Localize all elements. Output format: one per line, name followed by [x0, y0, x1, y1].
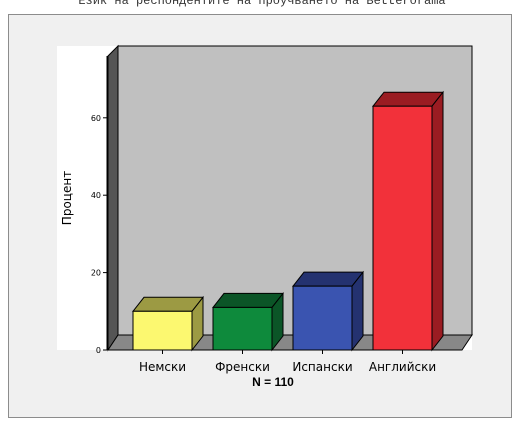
bar-front-face — [132, 310, 193, 351]
bar-top-face — [131, 296, 205, 312]
bar-front-face — [212, 306, 273, 351]
x-tick-label: Немски — [139, 360, 186, 374]
y-axis-label: Процент — [60, 171, 74, 225]
bar — [291, 270, 365, 352]
chart-title: Език на респондентите на проучването на … — [78, 0, 446, 8]
bar-top-face — [371, 91, 445, 107]
y-tick-label: 0 — [96, 346, 101, 355]
bar-top-face — [211, 292, 285, 308]
y-tick-label: 20 — [91, 269, 101, 278]
y-tick-label: 40 — [91, 191, 101, 200]
bar-top-face — [291, 271, 365, 287]
x-tick-label: Английски — [369, 360, 436, 374]
sample-size-label: N = 110 — [252, 375, 294, 389]
bar-front-face — [292, 285, 353, 351]
x-tick-label: Испански — [292, 360, 352, 374]
left-wall — [107, 44, 119, 352]
bar — [131, 295, 205, 352]
bar — [211, 291, 285, 352]
bar-front-face — [372, 105, 433, 351]
bar — [371, 90, 445, 352]
bar-side-face — [431, 90, 444, 352]
y-tick-label: 60 — [91, 114, 101, 123]
bar-side-face — [351, 270, 364, 352]
x-tick-label: Френски — [215, 360, 270, 374]
